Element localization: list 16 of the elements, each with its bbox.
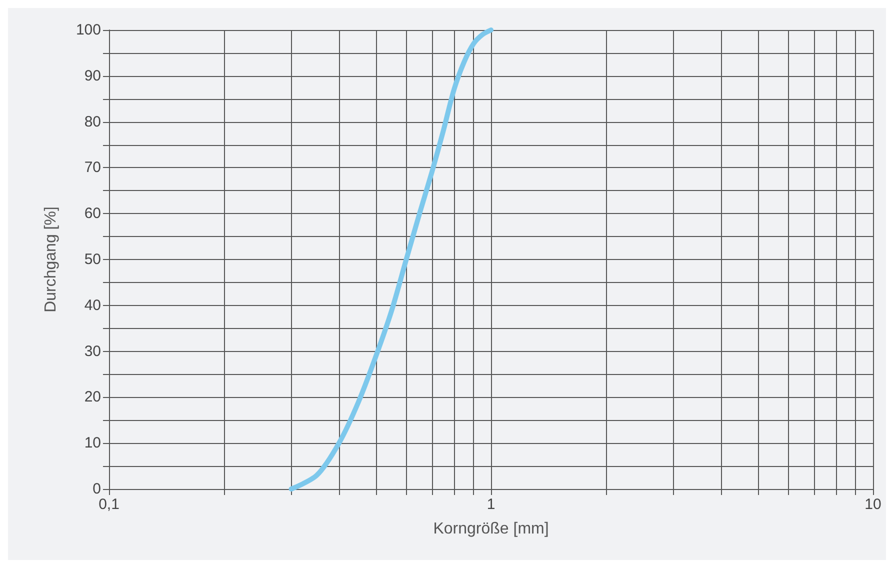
- y-tick-label: 80: [84, 113, 101, 130]
- y-tick-label: 90: [84, 67, 101, 84]
- y-tick-label: 10: [84, 434, 101, 452]
- x-axis-title: Korngröße [mm]: [433, 520, 549, 538]
- y-tick-label: 20: [84, 388, 101, 406]
- y-tick-label: 60: [84, 205, 101, 222]
- x-tick-label: 0,1: [98, 496, 120, 513]
- y-tick-label: 40: [84, 296, 101, 314]
- y-tick-label: 100: [76, 22, 101, 38]
- x-tick-label: 1: [486, 496, 496, 513]
- y-tick-label: 70: [84, 159, 101, 176]
- y-axis-title: Durchgang [%]: [42, 206, 60, 312]
- y-tick-label: 0: [92, 480, 101, 498]
- x-tick-label: 10: [864, 496, 882, 513]
- y-tick-label: 50: [84, 251, 101, 268]
- y-tick-label: 30: [84, 342, 101, 360]
